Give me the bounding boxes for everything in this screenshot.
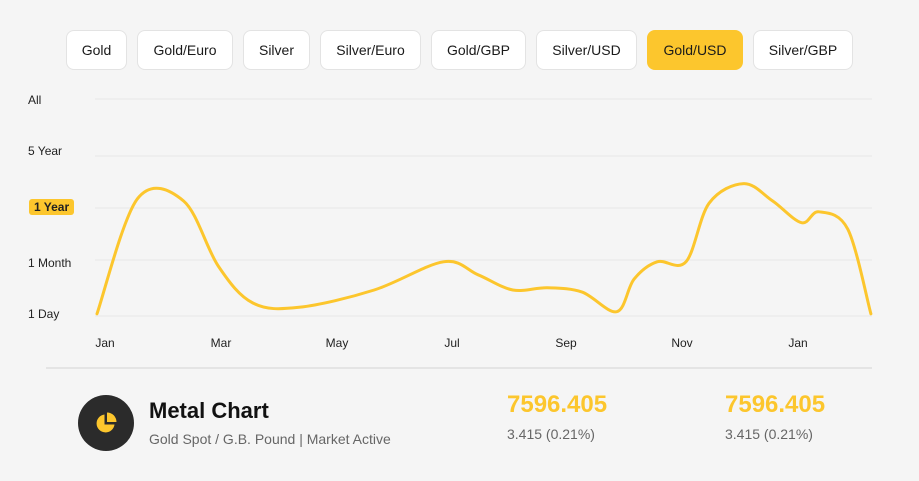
- tab-silver-euro[interactable]: Silver/Euro: [320, 30, 421, 70]
- page-title: Metal Chart: [149, 398, 269, 423]
- range-5-year[interactable]: 5 Year: [28, 144, 63, 158]
- x-tick-label: Jan: [788, 336, 807, 350]
- x-tick-label: Sep: [555, 336, 577, 350]
- range-all[interactable]: All: [28, 93, 42, 107]
- x-tick-label: Nov: [671, 336, 692, 350]
- x-tick-label: Mar: [211, 336, 232, 350]
- tab-silver[interactable]: Silver: [243, 30, 310, 70]
- tab-gold[interactable]: Gold: [66, 30, 127, 70]
- x-tick-label: Jan: [95, 336, 114, 350]
- x-tick-label: May: [326, 336, 349, 350]
- x-tick-label: Jul: [444, 336, 459, 350]
- price-value: 7596.405: [507, 391, 608, 418]
- range-1-year[interactable]: 1 Year: [29, 199, 75, 215]
- range-1-day[interactable]: 1 Day: [28, 307, 60, 321]
- price-change: 3.415 (0.21%): [507, 426, 595, 442]
- page-subtitle: Gold Spot / G.B. Pound | Market Active: [149, 431, 391, 447]
- tab-gold-euro[interactable]: Gold/Euro: [137, 30, 233, 70]
- price-change: 3.415 (0.21%): [725, 426, 813, 442]
- tab-gold-gbp[interactable]: Gold/GBP: [431, 30, 526, 70]
- divider: [46, 367, 872, 369]
- pie-chart-icon: [78, 395, 134, 451]
- price-value: 7596.405: [725, 391, 826, 418]
- price-chart: Jan Mar May Jul Sep Nov Jan: [95, 98, 873, 350]
- gold-usd-series-line: [95, 182, 873, 316]
- chart-gridlines: [95, 98, 872, 317]
- tab-gold-usd[interactable]: Gold/USD: [647, 30, 743, 70]
- tab-silver-usd[interactable]: Silver/USD: [536, 30, 637, 70]
- range-1-month[interactable]: 1 Month: [28, 256, 72, 270]
- tab-silver-gbp[interactable]: Silver/GBP: [753, 30, 853, 70]
